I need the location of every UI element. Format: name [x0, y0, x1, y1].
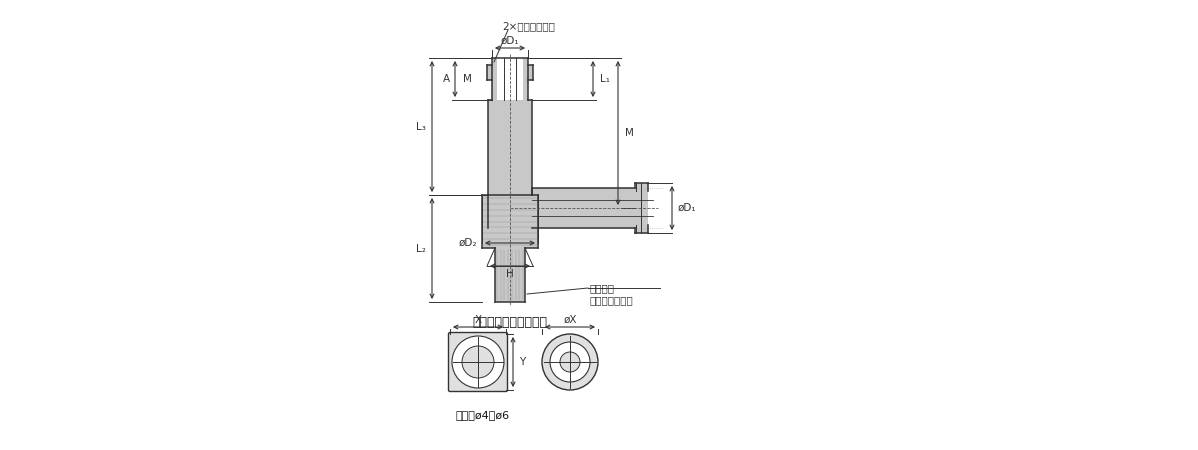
Text: リリースブッシュ寸法: リリースブッシュ寸法 [472, 315, 547, 328]
Text: Y: Y [519, 357, 525, 367]
Text: （シール剤付）: （シール剤付） [589, 295, 634, 305]
Circle shape [541, 334, 598, 390]
Polygon shape [488, 100, 532, 195]
Text: L₃: L₃ [416, 122, 426, 131]
Polygon shape [532, 188, 635, 228]
Text: M: M [462, 74, 472, 84]
Text: 接続ねじ: 接続ねじ [589, 283, 615, 293]
Circle shape [462, 346, 494, 378]
Text: X: X [474, 315, 482, 325]
Text: 対象：ø4，ø6: 対象：ø4，ø6 [455, 410, 509, 420]
Text: øX: øX [563, 315, 576, 325]
Circle shape [452, 336, 504, 388]
Text: M: M [625, 128, 634, 138]
Polygon shape [524, 58, 528, 100]
Text: øD₁: øD₁ [501, 36, 519, 46]
Polygon shape [482, 195, 538, 248]
Polygon shape [524, 65, 533, 80]
Polygon shape [635, 183, 648, 233]
Circle shape [559, 352, 580, 372]
Text: 2×適用チューブ: 2×適用チューブ [502, 21, 555, 31]
Text: øD₁: øD₁ [678, 203, 696, 213]
Text: A: A [443, 74, 450, 84]
FancyBboxPatch shape [448, 333, 508, 392]
Polygon shape [495, 248, 525, 302]
Text: H: H [506, 269, 514, 279]
Text: L₁: L₁ [600, 74, 610, 84]
Polygon shape [492, 58, 497, 100]
Circle shape [550, 342, 589, 382]
Polygon shape [488, 65, 497, 80]
Text: L₂: L₂ [416, 243, 426, 253]
Text: øD₂: øD₂ [459, 238, 477, 248]
